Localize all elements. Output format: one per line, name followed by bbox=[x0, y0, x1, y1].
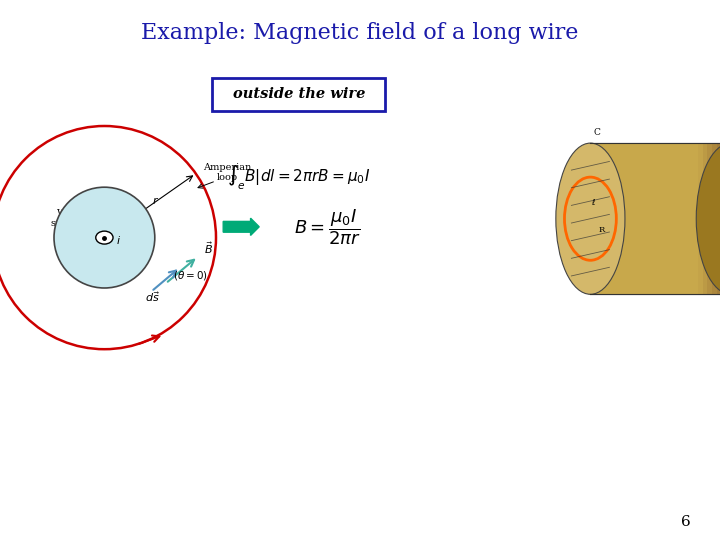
FancyArrow shape bbox=[223, 218, 259, 235]
Text: $B = \dfrac{\mu_0 I}{2\pi r}$: $B = \dfrac{\mu_0 I}{2\pi r}$ bbox=[294, 207, 361, 247]
Bar bbox=[642, 143, 647, 294]
Bar bbox=[212, 78, 385, 111]
Bar bbox=[633, 143, 637, 294]
Bar bbox=[628, 143, 633, 294]
Text: $(\theta = 0)$: $(\theta = 0)$ bbox=[173, 268, 207, 281]
Bar bbox=[661, 143, 665, 294]
Bar bbox=[684, 143, 688, 294]
Text: $r$: $r$ bbox=[153, 195, 159, 206]
Text: $i$: $i$ bbox=[116, 234, 121, 246]
Text: R: R bbox=[598, 226, 604, 234]
Bar bbox=[665, 143, 670, 294]
Bar bbox=[623, 143, 628, 294]
Bar bbox=[613, 143, 618, 294]
Text: $\ell$: $\ell$ bbox=[591, 197, 597, 207]
Ellipse shape bbox=[696, 143, 720, 294]
Bar bbox=[703, 143, 707, 294]
Text: Example: Magnetic field of a long wire: Example: Magnetic field of a long wire bbox=[141, 22, 579, 44]
Bar bbox=[675, 143, 680, 294]
Bar bbox=[707, 143, 712, 294]
Bar bbox=[604, 143, 609, 294]
Text: $\vec{B}$: $\vec{B}$ bbox=[204, 240, 212, 256]
Circle shape bbox=[96, 231, 113, 244]
Bar bbox=[656, 143, 661, 294]
Text: outside the wire: outside the wire bbox=[233, 87, 365, 102]
Bar bbox=[688, 143, 693, 294]
Bar bbox=[712, 143, 717, 294]
Bar bbox=[647, 143, 652, 294]
Bar bbox=[595, 143, 600, 294]
Text: Amperian
loop: Amperian loop bbox=[202, 163, 251, 183]
Text: 6: 6 bbox=[681, 515, 691, 529]
Bar bbox=[618, 143, 623, 294]
Text: C: C bbox=[594, 128, 600, 137]
Bar bbox=[717, 143, 720, 294]
Ellipse shape bbox=[54, 187, 155, 288]
Text: $d\vec{s}$: $d\vec{s}$ bbox=[145, 291, 161, 305]
Bar bbox=[652, 143, 656, 294]
Text: $\int_e B|dl = 2\pi rB = \mu_0 I$: $\int_e B|dl = 2\pi rB = \mu_0 I$ bbox=[228, 164, 370, 192]
Bar bbox=[693, 143, 698, 294]
Ellipse shape bbox=[556, 143, 625, 294]
Bar bbox=[670, 143, 675, 294]
Bar bbox=[600, 143, 604, 294]
Text: Wire
surface: Wire surface bbox=[50, 209, 86, 228]
Bar bbox=[609, 143, 613, 294]
Bar bbox=[698, 143, 703, 294]
Bar bbox=[590, 143, 595, 294]
Bar bbox=[680, 143, 684, 294]
Bar bbox=[637, 143, 642, 294]
